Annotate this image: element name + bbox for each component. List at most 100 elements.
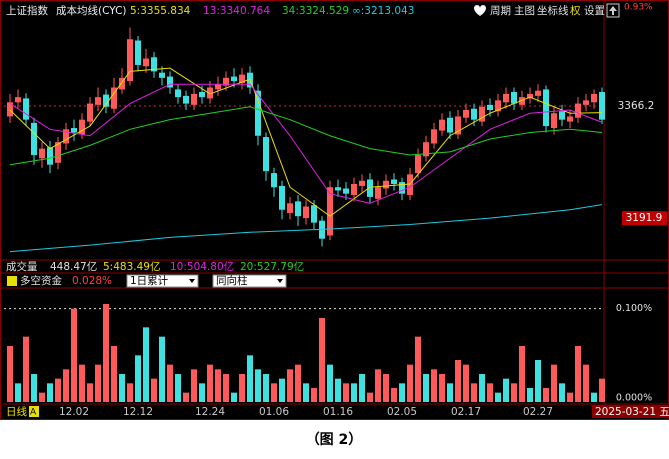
- bar: [503, 378, 509, 402]
- ma-line: [9, 106, 603, 166]
- arrow-icon: [609, 6, 617, 15]
- candle-body: [223, 77, 229, 86]
- bar: [111, 346, 117, 402]
- bar: [151, 378, 157, 402]
- ma-line: [9, 83, 603, 204]
- bar: [31, 374, 37, 402]
- candle-body: [495, 100, 501, 112]
- bar: [159, 336, 165, 402]
- bar: [551, 364, 557, 402]
- menu-item[interactable]: 主图: [514, 5, 535, 17]
- candle-body: [479, 106, 485, 122]
- candle-body: [287, 203, 293, 213]
- volume-ma: 20:527.79亿: [240, 260, 304, 273]
- bar: [415, 336, 421, 402]
- candle-body: [327, 187, 333, 236]
- candle-body: [575, 103, 581, 118]
- x-tick-label: 12.02: [59, 406, 89, 418]
- dropdown-arrow: [277, 279, 283, 283]
- candle-body: [559, 111, 565, 120]
- candle-body: [359, 180, 365, 186]
- bar: [583, 364, 589, 402]
- candle-body: [135, 40, 141, 65]
- x-tick-label: 02.17: [451, 406, 481, 418]
- bar: [463, 364, 469, 402]
- ma-label: 5:3355.834: [130, 5, 191, 17]
- candle-body: [415, 155, 421, 174]
- candle-body: [543, 89, 549, 127]
- volume-total: 448.47亿: [50, 260, 97, 273]
- ma-label: ∞:3213.043: [352, 5, 414, 17]
- bar: [207, 364, 213, 402]
- bar: [495, 392, 501, 402]
- help-icon[interactable]: [7, 276, 17, 286]
- candle-body: [423, 142, 429, 157]
- select-box[interactable]: [126, 274, 199, 288]
- menu-item[interactable]: 设置: [584, 5, 605, 17]
- candle-body: [463, 110, 469, 118]
- candle-body: [143, 58, 149, 67]
- candle-body: [159, 72, 165, 78]
- badge-box: [29, 406, 39, 417]
- bar: [575, 346, 581, 402]
- candle-body: [591, 93, 597, 103]
- bar: [535, 360, 541, 402]
- dropdown-arrow: [189, 279, 195, 283]
- candle-body: [431, 129, 437, 144]
- candle-body: [95, 97, 101, 105]
- candle-body: [391, 179, 397, 185]
- candle-body: [63, 129, 69, 144]
- bar: [383, 374, 389, 402]
- candle-body: [375, 187, 381, 199]
- candle-body: [367, 179, 373, 197]
- candle-body: [407, 174, 413, 195]
- bar: [295, 364, 301, 402]
- candle-body: [239, 74, 245, 83]
- y-tick-label: 0.100%: [616, 303, 652, 314]
- candle-body: [79, 119, 85, 135]
- bar: [95, 364, 101, 402]
- bar: [543, 388, 549, 402]
- bar: [479, 374, 485, 402]
- bar: [247, 355, 253, 402]
- bar: [167, 364, 173, 402]
- candle-body: [183, 95, 189, 104]
- menu-item[interactable]: 权: [570, 4, 581, 17]
- bar: [367, 392, 373, 402]
- volume-ma: 5:483.49亿: [103, 260, 160, 273]
- bar: [407, 364, 413, 402]
- bar: [127, 383, 133, 402]
- candle-body: [439, 119, 445, 131]
- cursor-date: 2025-03-21 五: [595, 406, 669, 418]
- candle-body: [119, 77, 125, 90]
- menu-item[interactable]: 坐标线: [537, 4, 569, 17]
- x-tick-label: 01.06: [259, 406, 289, 418]
- candle-body: [383, 180, 389, 189]
- bar: [327, 364, 333, 402]
- period-label: 日线: [6, 405, 27, 418]
- collapse-button[interactable]: [606, 3, 620, 18]
- bar: [559, 383, 565, 402]
- candle-body: [127, 39, 133, 82]
- menu-item[interactable]: 周期: [490, 5, 511, 17]
- bar: [47, 383, 53, 402]
- bar: [55, 378, 61, 402]
- volume-label: 成交量: [6, 260, 38, 273]
- corner-percent: 0.93%: [624, 3, 653, 13]
- candle-body: [311, 205, 317, 223]
- candle-body: [167, 76, 173, 88]
- bar: [183, 392, 189, 402]
- bar: [343, 383, 349, 402]
- bar: [15, 383, 21, 402]
- candle-body: [447, 117, 453, 133]
- bar: [447, 383, 453, 402]
- bar: [63, 369, 69, 402]
- ma-label: 13:3340.764: [203, 5, 270, 17]
- ma-line: [9, 204, 603, 253]
- heart-icon[interactable]: [474, 5, 486, 16]
- select-box[interactable]: [212, 274, 287, 288]
- candle-body: [231, 76, 237, 82]
- bar: [471, 383, 477, 402]
- candle-body: [15, 97, 21, 103]
- candle-body: [551, 113, 557, 129]
